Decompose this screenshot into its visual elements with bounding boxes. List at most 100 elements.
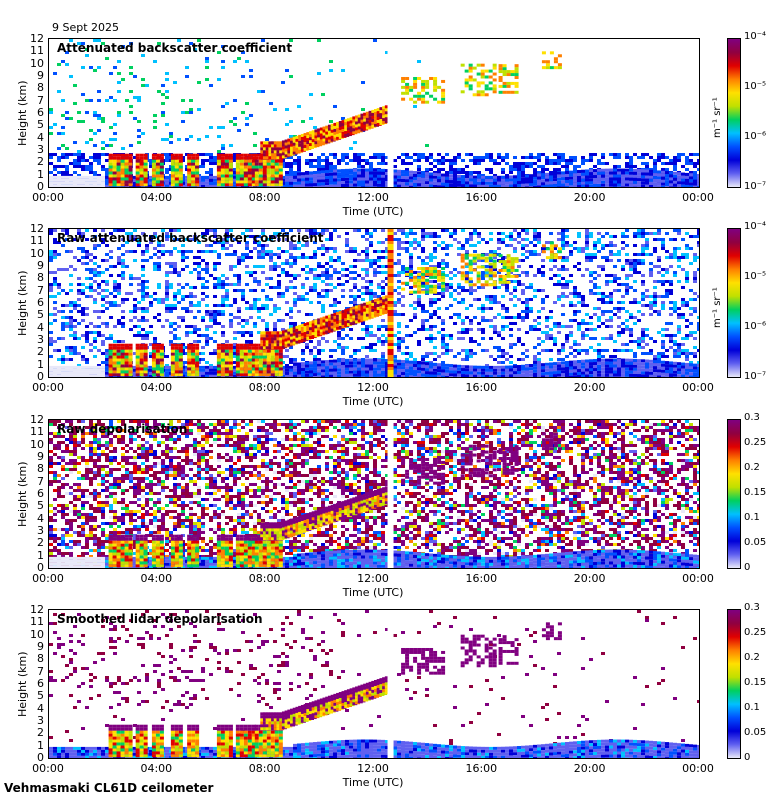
y-tick-label: 9	[37, 69, 44, 82]
y-tick-label: 11	[30, 44, 44, 58]
x-tick-label: 16:00	[465, 381, 498, 394]
x-tick-label: 16:00	[465, 572, 498, 585]
y-tick-label: 7	[37, 664, 44, 678]
y-axis-label: Height (km)	[16, 80, 29, 146]
y-axis-label: Height (km)	[16, 461, 29, 527]
y-tick-label: 6	[37, 296, 44, 309]
y-tick-label: 4	[37, 320, 44, 334]
y-axis-label: Height (km)	[16, 270, 29, 336]
x-tick-label: 20:00	[573, 191, 606, 204]
x-tick-label: 20:00	[573, 381, 606, 394]
y-tick-label: 12	[30, 32, 44, 45]
y-tick-label: 1	[37, 548, 44, 562]
date-label: 9 Sept 2025	[52, 21, 120, 34]
y-tick-label: 6	[37, 677, 44, 690]
heatmap-svg	[49, 39, 699, 187]
y-tick-label: 11	[30, 615, 44, 629]
y-tick-label: 1	[37, 738, 44, 752]
heatmap-cells	[49, 610, 699, 758]
x-tick-label: 12:00	[357, 572, 389, 585]
y-tick-label: 8	[37, 462, 44, 476]
y-tick-label: 5	[37, 308, 44, 322]
y-tick-label: 2	[37, 536, 44, 550]
plot-area	[48, 38, 700, 188]
x-tick-label: 08:00	[248, 762, 281, 775]
y-tick-label: 5	[37, 689, 44, 703]
x-tick-label: 00:00	[32, 762, 64, 775]
y-tick-label: 3	[37, 714, 44, 727]
colorbar-tick-label: 10⁻⁶	[744, 131, 767, 142]
y-tick-label: 2	[37, 345, 44, 359]
y-tick-label: 5	[37, 118, 44, 132]
x-axis-label: Time (UTC)	[342, 395, 404, 408]
chart-panel: Smoothed lidar depolarisation 0 1 2 3 4 5 6 7 8 9 1…	[0, 602, 780, 799]
colorbar-tick-label: 0.1	[744, 702, 760, 713]
y-tick-label: 4	[37, 511, 44, 525]
y-tick-label: 12	[30, 222, 44, 235]
colorbar-tick-label: 10⁻⁶	[744, 321, 767, 332]
colorbar-tick-label: 0.15	[744, 677, 767, 688]
y-tick-label: 6	[37, 106, 44, 119]
x-axis-label: Time (UTC)	[342, 586, 404, 599]
colorbar-tick-label: 0.05	[744, 537, 767, 548]
colorbar-tick-label: 10⁻⁵	[744, 81, 767, 92]
chart-panel: Raw attenuated backscatter coefficient 0 1…	[0, 221, 780, 418]
x-tick-label: 04:00	[140, 572, 173, 585]
colorbar-tick-label: 10⁻⁵	[744, 271, 767, 282]
heatmap-svg	[49, 420, 699, 568]
y-tick-label: 10	[30, 437, 44, 451]
heatmap-svg	[49, 610, 699, 758]
plot-area	[48, 228, 700, 378]
colorbar-tick-label: 0.1	[744, 512, 760, 523]
x-tick-label: 00:00	[32, 191, 64, 204]
colorbar-unit-label: m⁻¹ sr⁻¹	[712, 97, 723, 138]
x-axis-label: Time (UTC)	[342, 205, 404, 218]
panel-title: Smoothed lidar depolarisation	[57, 612, 263, 626]
y-tick-label: 7	[37, 283, 44, 297]
y-tick-label: 8	[37, 271, 44, 285]
y-tick-label: 11	[30, 234, 44, 248]
x-tick-label: 08:00	[248, 572, 281, 585]
heatmap-cells	[49, 229, 699, 377]
x-tick-label: 08:00	[248, 191, 281, 204]
y-tick-label: 5	[37, 499, 44, 513]
y-axis-label: Height (km)	[16, 651, 29, 717]
colorbar-tick-label: 0.2	[744, 462, 760, 473]
colorbar-tick-label: 0.25	[744, 627, 767, 638]
panel-title: Attenuated backscatter coefficient	[57, 41, 293, 55]
x-tick-label: 20:00	[573, 572, 606, 585]
y-tick-label: 10	[30, 56, 44, 70]
y-tick-label: 6	[37, 487, 44, 500]
y-tick-label: 3	[37, 333, 44, 346]
y-tick-label: 12	[30, 603, 44, 616]
x-tick-label: 00:00	[32, 572, 64, 585]
panel-title: Raw attenuated backscatter coefficient	[57, 231, 324, 245]
x-tick-label: 00:00	[32, 381, 64, 394]
y-tick-label: 0	[37, 180, 44, 193]
y-tick-label: 0	[37, 370, 44, 383]
colorbar	[727, 419, 741, 569]
chart-panel: Attenuated backscatter coefficient 0 1 2 3 4 5…	[0, 31, 780, 228]
x-tick-label: 04:00	[140, 762, 173, 775]
y-tick-label: 4	[37, 130, 44, 144]
colorbar-tick-label: 10⁻⁷	[744, 371, 767, 382]
y-tick-label: 10	[30, 627, 44, 641]
y-tick-label: 9	[37, 450, 44, 463]
colorbar-tick-label: 10⁻⁴	[744, 221, 767, 232]
y-tick-label: 2	[37, 726, 44, 740]
colorbar-tick-label: 0.25	[744, 437, 767, 448]
x-axis-label: Time (UTC)	[342, 776, 404, 789]
colorbar-tick-label: 10⁻⁴	[744, 31, 767, 42]
x-tick-label: 08:00	[248, 381, 281, 394]
panel-title: Raw depolarisation	[57, 422, 188, 436]
x-tick-label: 04:00	[140, 381, 173, 394]
y-tick-label: 7	[37, 474, 44, 488]
plot-area	[48, 609, 700, 759]
x-tick-label: 00:00	[682, 762, 714, 775]
x-tick-label: 00:00	[682, 191, 714, 204]
y-tick-label: 8	[37, 81, 44, 95]
y-tick-label: 9	[37, 640, 44, 653]
colorbar-tick-label: 0.3	[744, 602, 760, 613]
y-tick-label: 10	[30, 246, 44, 260]
x-tick-label: 04:00	[140, 191, 173, 204]
